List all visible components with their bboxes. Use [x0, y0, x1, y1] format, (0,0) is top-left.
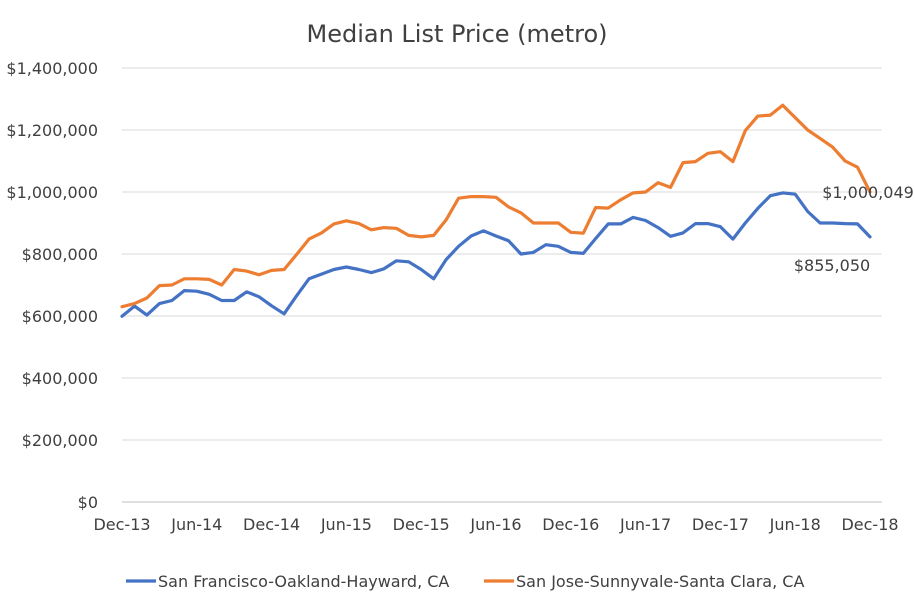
data-label: $1,000,049 [822, 183, 914, 202]
x-tick-label: Jun-18 [769, 515, 821, 534]
chart-title: Median List Price (metro) [307, 20, 608, 48]
series-lines [120, 103, 872, 318]
y-tick-label: $1,400,000 [6, 59, 98, 78]
y-tick-label: $600,000 [22, 307, 98, 326]
x-tick-label: Dec-17 [692, 515, 749, 534]
x-tick-label: Dec-13 [93, 515, 150, 534]
legend: San Francisco-Oakland-Hayward, CA San Jos… [126, 572, 804, 591]
y-tick-label: $1,000,000 [6, 183, 98, 202]
legend-label: San Jose-Sunnyvale-Santa Clara, CA [516, 572, 804, 591]
y-tick-label: $800,000 [22, 245, 98, 264]
y-tick-label: $1,200,000 [6, 121, 98, 140]
x-tick-label: Jun-14 [170, 515, 222, 534]
y-tick-label: $0 [78, 493, 98, 512]
data-label: $855,050 [794, 256, 870, 275]
x-tick-label: Jun-15 [320, 515, 372, 534]
x-tick-label: Jun-17 [619, 515, 671, 534]
y-axis-ticks: $0 $200,000 $400,000 $600,000 $800,000 $1,000… [6, 59, 98, 512]
x-tick-label: Jun-16 [469, 515, 521, 534]
data-labels: $1,000,049 $855,050 [794, 183, 914, 275]
x-tick-label: Dec-15 [393, 515, 450, 534]
x-axis-ticks: Dec-13 Jun-14 Dec-14 Jun-15 Dec-15 Jun-16 Dec-… [93, 515, 898, 534]
legend-label: San Francisco-Oakland-Hayward, CA [158, 572, 449, 591]
y-tick-label: $200,000 [22, 431, 98, 450]
x-tick-label: Dec-16 [542, 515, 599, 534]
gridlines [122, 67, 882, 503]
series-line-san-francisco [120, 191, 872, 318]
y-tick-label: $400,000 [22, 369, 98, 388]
x-tick-label: Dec-18 [841, 515, 898, 534]
x-tick-label: Dec-14 [243, 515, 300, 534]
series-line-san-jose [120, 103, 872, 309]
